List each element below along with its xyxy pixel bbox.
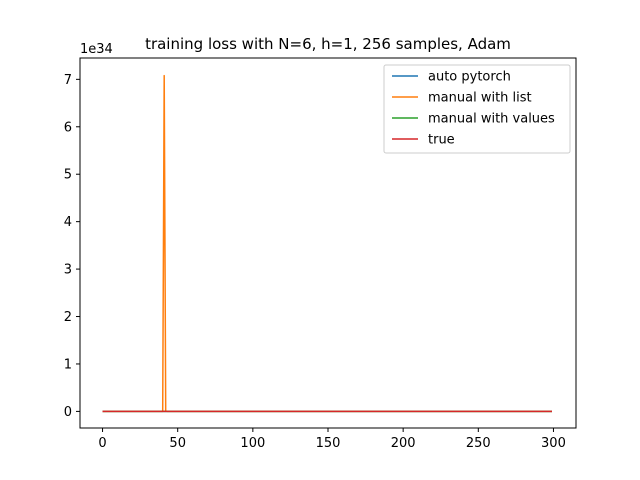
legend: auto pytorch manual with list manual with … — [383, 64, 571, 154]
y-tick-label: 1 — [64, 357, 72, 372]
x-tick-label: 0 — [98, 436, 106, 451]
x-axis-ticks: 0 50 100 150 200 250 300 — [98, 428, 566, 451]
x-tick-label: 250 — [466, 436, 491, 451]
legend-box — [383, 64, 571, 154]
y-tick-label: 3 — [64, 263, 72, 278]
x-tick-label: 200 — [391, 436, 416, 451]
legend-label: manual with list — [428, 91, 532, 106]
x-tick-label: 100 — [240, 436, 265, 451]
y-offset-label: 1e34 — [80, 42, 113, 57]
y-tick-label: 5 — [64, 168, 72, 183]
legend-label: true — [428, 133, 455, 148]
legend-label: manual with values — [428, 112, 555, 127]
y-tick-label: 6 — [64, 120, 72, 135]
plot-lines — [102, 74, 552, 413]
x-tick-label: 300 — [541, 436, 566, 451]
y-tick-label: 2 — [64, 310, 72, 325]
y-tick-label: 4 — [64, 215, 72, 230]
y-axis-ticks: 0 1 2 3 4 5 6 7 — [64, 73, 80, 420]
x-tick-label: 50 — [169, 436, 186, 451]
chart-title: training loss with N=6, h=1, 256 samples… — [145, 35, 511, 53]
y-tick-label: 7 — [64, 73, 72, 88]
legend-label: auto pytorch — [428, 70, 511, 85]
axes-frame — [79, 57, 577, 429]
x-tick-label: 150 — [316, 436, 341, 451]
y-tick-label: 0 — [64, 405, 72, 420]
